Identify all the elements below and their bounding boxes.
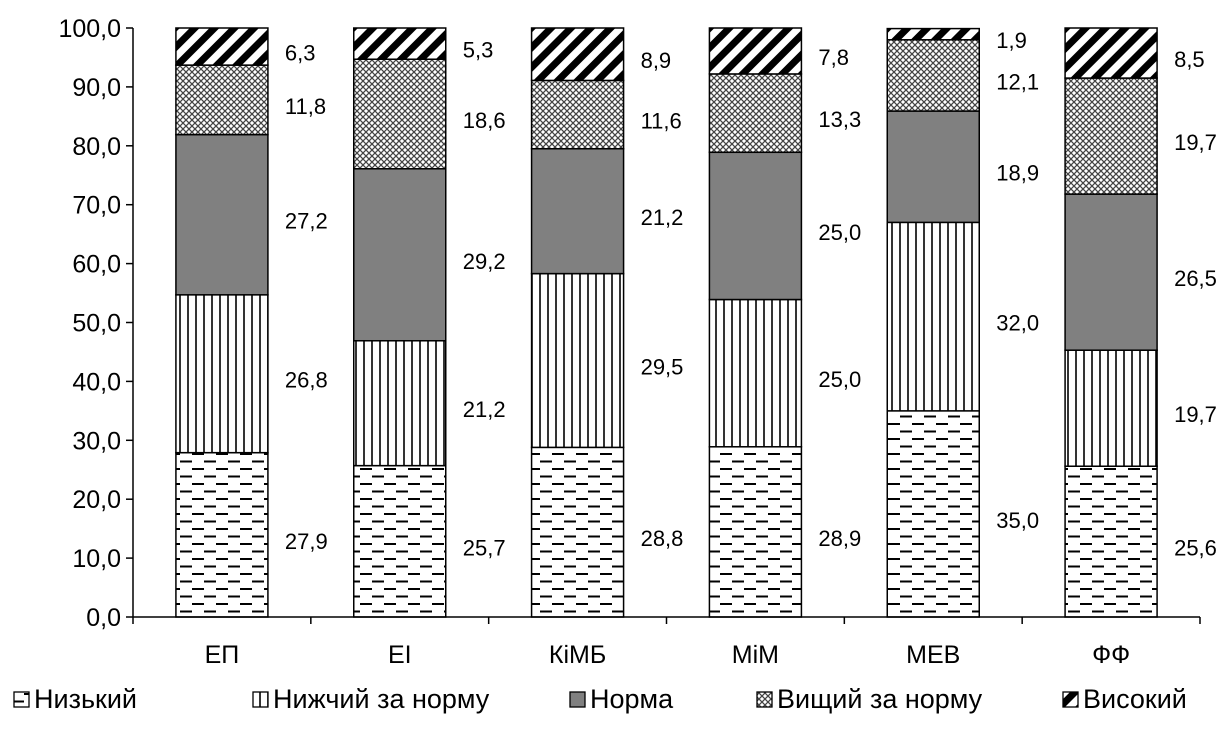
data-label: 28,9 <box>818 526 861 551</box>
data-label: 29,2 <box>463 249 506 274</box>
bar-segment <box>1064 465 1158 618</box>
data-label: 35,0 <box>996 508 1039 533</box>
bar-segment <box>1064 193 1158 351</box>
bar-segment <box>353 340 447 467</box>
data-label: 7,8 <box>818 45 849 70</box>
bar-segment <box>530 27 625 82</box>
bar-segment <box>708 446 803 618</box>
bar-segment <box>530 272 625 449</box>
data-label: 11,6 <box>641 109 682 134</box>
bar-segment <box>530 147 625 275</box>
bar-segment <box>886 27 980 41</box>
data-label: 21,2 <box>463 397 506 422</box>
bar-segment <box>886 110 980 224</box>
y-tick-label: 90,0 <box>72 74 121 102</box>
y-tick-label: 0,0 <box>86 604 121 632</box>
x-tick-label: ФФ <box>1092 641 1130 669</box>
data-label: 25,6 <box>1174 536 1217 561</box>
y-tick-label: 40,0 <box>72 368 121 396</box>
bars-layer <box>175 27 1158 618</box>
bar-segment <box>530 79 625 150</box>
data-label: 13,3 <box>818 107 861 132</box>
legend-label: Нижчий за норму <box>273 684 490 714</box>
data-label: 32,0 <box>996 311 1039 336</box>
bar-segment <box>886 39 980 112</box>
bar-segment <box>708 27 803 75</box>
data-label: 8,9 <box>641 48 672 73</box>
data-label: 6,3 <box>285 41 316 66</box>
legend-label: Норма <box>590 684 674 714</box>
data-label: 18,9 <box>996 161 1039 186</box>
data-label: 25,0 <box>818 367 861 392</box>
y-tick-label: 30,0 <box>72 427 121 455</box>
legend-swatch <box>569 691 586 708</box>
y-tick-label: 50,0 <box>72 310 121 338</box>
bar-segment <box>175 64 269 136</box>
x-tick-label: КіМБ <box>549 641 606 669</box>
data-label: 12,1 <box>996 69 1039 94</box>
legend-swatch <box>756 691 773 708</box>
bar-segment <box>886 410 980 618</box>
data-label: 25,0 <box>818 220 861 245</box>
data-label: 1,9 <box>996 28 1027 53</box>
bar-segment <box>708 151 803 301</box>
data-label: 27,9 <box>285 529 328 554</box>
y-tick-label: 10,0 <box>72 545 121 573</box>
legend-label: Високий <box>1083 684 1187 714</box>
y-tick-label: 100,0 <box>58 15 121 43</box>
bar-segment <box>175 294 269 454</box>
y-axis: 0,0 10,0 20,0 30,0 40,0 50,0 60,0 70,0 80,0 90,0 1… <box>58 15 134 632</box>
bar-segment <box>1064 349 1158 467</box>
data-label: 26,5 <box>1174 266 1217 291</box>
bar-segment <box>353 58 447 170</box>
legend: Низький Нижчий за норму Норма Вищий за норм… <box>13 684 1187 714</box>
bar-segment <box>1064 27 1158 79</box>
bar-segment <box>353 168 447 342</box>
data-label: 5,3 <box>463 38 494 63</box>
x-tick-label: ЕП <box>205 641 240 669</box>
bar-segment <box>175 451 269 618</box>
legend-label: Вищий за норму <box>777 684 983 714</box>
bar-segment <box>530 446 625 618</box>
x-tick-label: МіМ <box>732 641 779 669</box>
data-label: 29,5 <box>641 354 684 379</box>
bar-segment <box>353 27 447 60</box>
legend-label: Низький <box>34 684 137 714</box>
y-tick-label: 80,0 <box>72 133 121 161</box>
bar-segment <box>708 298 803 448</box>
y-tick-label: 70,0 <box>72 192 121 220</box>
bar-segment <box>353 464 447 618</box>
legend-swatch <box>13 691 30 708</box>
data-label: 8,5 <box>1174 47 1205 72</box>
bar-segment <box>708 73 803 154</box>
data-label: 27,2 <box>285 209 328 234</box>
data-label: 19,7 <box>1174 402 1217 427</box>
data-labels-layer: 27,9 26,8 27,2 11,8 6,3 25,7 21,2 29,2 18,6 5,3 28… <box>285 28 1217 560</box>
y-tick-label: 60,0 <box>72 251 121 279</box>
x-axis: ЕП ЕІ КіМБ МіМ МЕВ ФФ <box>132 616 1201 669</box>
data-label: 11,8 <box>285 94 326 119</box>
bar-segment <box>886 221 980 412</box>
legend-swatch <box>1062 691 1079 708</box>
legend-swatch <box>252 691 269 708</box>
x-tick-label: МЕВ <box>906 641 960 669</box>
data-label: 19,7 <box>1174 130 1217 155</box>
data-label: 25,7 <box>463 535 506 560</box>
bar-segment <box>175 27 269 66</box>
bar-segment <box>1064 77 1158 195</box>
data-label: 21,2 <box>641 205 684 230</box>
x-tick-label: ЕІ <box>388 641 412 669</box>
bar-segment <box>175 133 269 296</box>
data-label: 18,6 <box>463 108 506 133</box>
data-label: 28,8 <box>641 526 684 551</box>
y-tick-label: 20,0 <box>72 486 121 514</box>
data-label: 26,8 <box>285 368 328 393</box>
